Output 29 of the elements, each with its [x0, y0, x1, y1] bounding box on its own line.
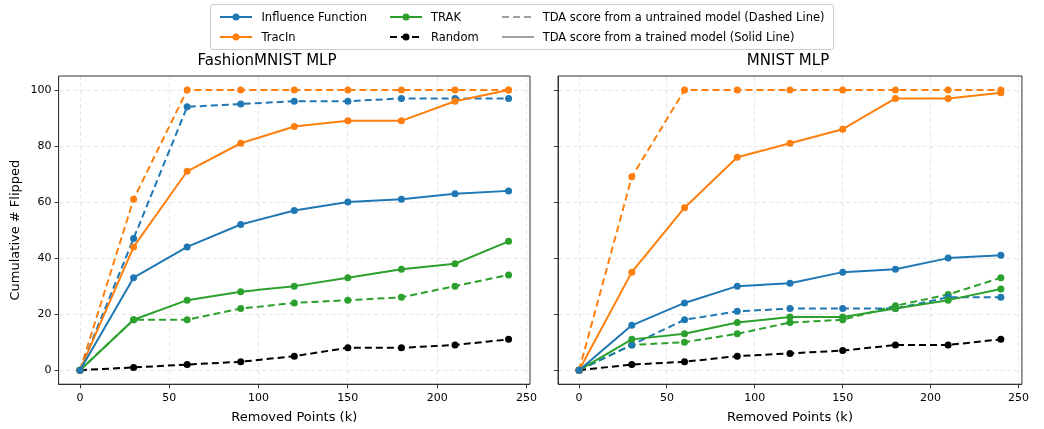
chart-title: MNIST MLP	[746, 50, 830, 69]
y-tick-label: 40	[37, 250, 52, 264]
legend-label: Random	[431, 30, 479, 44]
y-tick-label: 80	[37, 138, 52, 152]
x-tick-label: 100	[744, 390, 766, 404]
legend-label: TRAK	[431, 10, 461, 24]
x-tick-label: 150	[832, 390, 854, 404]
y-tick-label: 20	[37, 307, 52, 321]
legend-label: TDA score from a trained model (Solid Line)	[542, 30, 795, 44]
y-tick-label: 100	[30, 82, 52, 96]
y-axis-title: Cumulative # Flipped	[7, 159, 23, 301]
legend-label: TracIn	[261, 30, 296, 44]
y-tick-label: 0	[44, 363, 52, 377]
x-tick-label: 200	[920, 390, 942, 404]
chart-title: FashionMNIST MLP	[197, 50, 337, 69]
x-tick-label: 0	[76, 390, 84, 404]
x-tick-label: 50	[659, 390, 674, 404]
x-tick-label: 0	[575, 390, 583, 404]
x-tick-label: 200	[426, 390, 448, 404]
x-tick-label: 100	[248, 390, 270, 404]
legend-label: Influence Function	[261, 10, 368, 24]
y-tick-label: 60	[37, 194, 52, 208]
x-tick-label: 50	[162, 390, 177, 404]
legend-label: TDA score from a untrained model (Dashed Line)	[542, 10, 825, 24]
x-axis-title: Removed Points (k)	[231, 408, 358, 424]
x-tick-label: 150	[337, 390, 359, 404]
x-tick-label: 250	[1007, 390, 1029, 404]
x-axis-title: Removed Points (k)	[726, 408, 853, 424]
x-tick-label: 250	[515, 390, 537, 404]
